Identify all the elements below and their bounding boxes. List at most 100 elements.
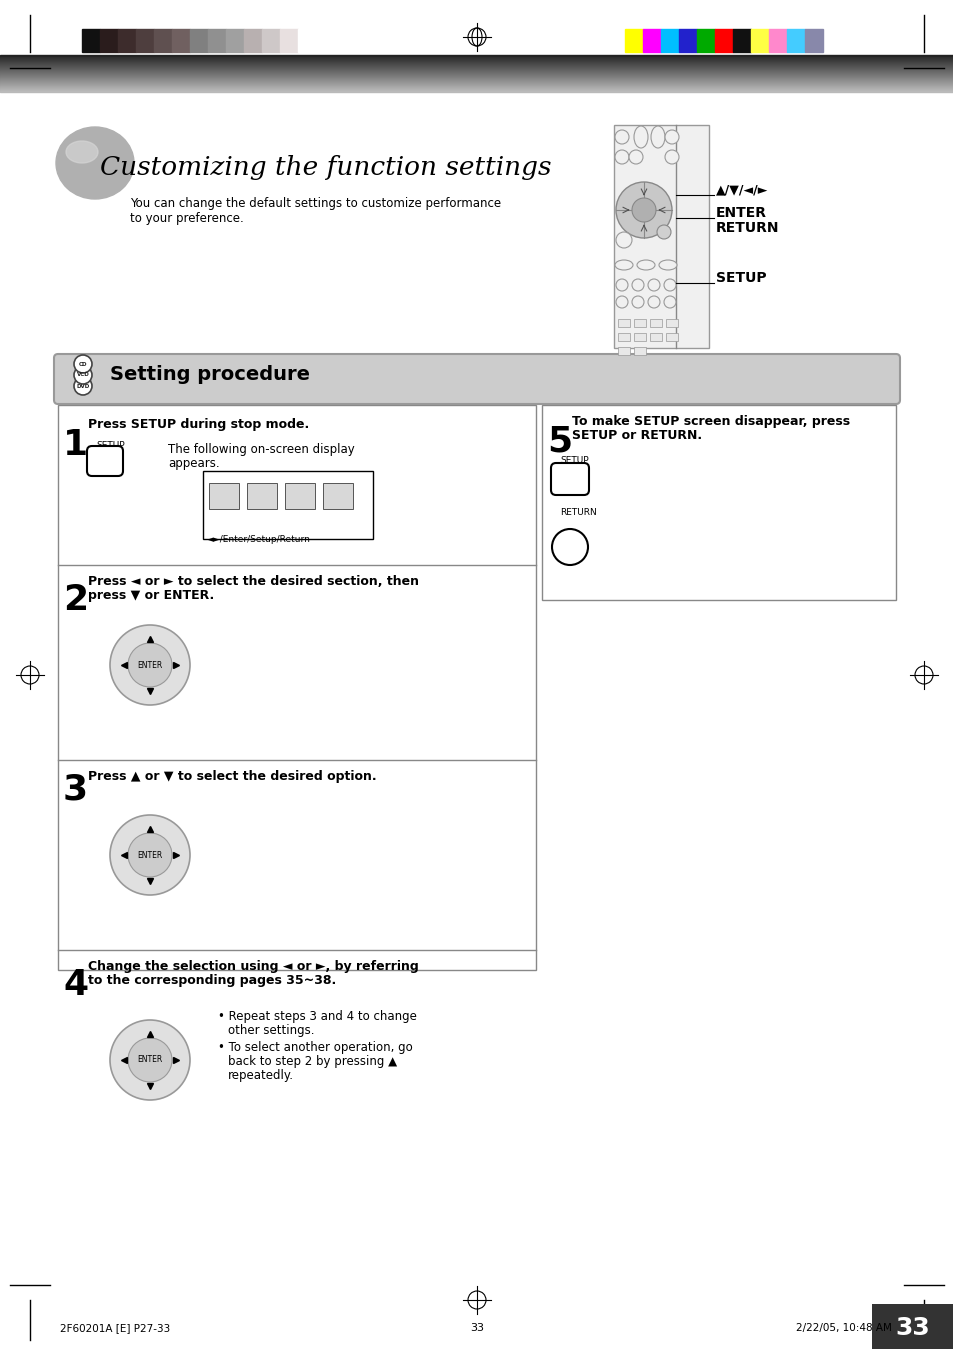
Circle shape [631,280,643,290]
Circle shape [74,377,91,394]
Circle shape [74,355,91,373]
Text: 33: 33 [470,1323,483,1333]
Bar [541,405,895,600]
Text: appears.: appears. [168,457,219,470]
Text: 5: 5 [546,426,572,459]
Bar [323,484,353,509]
FancyBboxPatch shape [54,354,899,404]
Text: SETUP: SETUP [559,457,588,465]
Bar [136,28,153,51]
Circle shape [128,643,172,688]
Text: ENTER: ENTER [137,851,162,859]
Bar [614,126,708,349]
Bar [285,484,314,509]
Text: 2F60201A [E] P27-33: 2F60201A [E] P27-33 [60,1323,170,1333]
Circle shape [74,366,91,384]
Ellipse shape [650,126,664,149]
Text: repeatedly.: repeatedly. [228,1069,294,1082]
Text: Customizing the function settings: Customizing the function settings [100,155,551,181]
Text: SETUP: SETUP [96,440,125,450]
Bar [208,28,226,51]
Bar [100,28,118,51]
Bar [634,347,645,355]
Circle shape [663,296,676,308]
Bar [768,28,786,51]
Bar [0,0,953,51]
Circle shape [615,150,628,163]
Circle shape [657,226,670,239]
FancyBboxPatch shape [87,446,123,476]
Bar [665,332,678,340]
Circle shape [110,626,190,705]
Text: to the corresponding pages 35~38.: to the corresponding pages 35~38. [88,974,335,988]
Ellipse shape [56,127,133,199]
Bar [262,28,280,51]
Bar [244,28,262,51]
Bar [804,28,822,51]
Text: press ▼ or ENTER.: press ▼ or ENTER. [88,589,214,603]
Text: 1: 1 [63,428,88,462]
FancyBboxPatch shape [551,463,588,494]
Ellipse shape [637,259,655,270]
Text: to your preference.: to your preference. [130,212,244,226]
Bar [247,484,276,509]
Text: ▲/▼/◄/►: ▲/▼/◄/► [716,184,767,196]
Circle shape [128,834,172,877]
Text: ◄►/Enter/Setup/Return: ◄►/Enter/Setup/Return [207,535,311,544]
Circle shape [664,150,679,163]
Text: Press ▲ or ▼ to select the desired option.: Press ▲ or ▼ to select the desired optio… [88,770,376,784]
Circle shape [552,530,587,565]
Circle shape [128,1038,172,1082]
Circle shape [616,182,671,238]
Circle shape [110,815,190,894]
Circle shape [110,1020,190,1100]
Text: RETURN: RETURN [559,508,597,517]
Bar [649,332,661,340]
Text: ENTER: ENTER [137,661,162,670]
Bar [118,28,136,51]
Text: 4: 4 [63,969,88,1002]
Bar [750,28,768,51]
Bar [714,28,732,51]
Circle shape [631,199,656,222]
Bar [82,28,100,51]
Ellipse shape [634,126,647,149]
Bar [618,332,629,340]
Text: The following on-screen display: The following on-screen display [168,443,355,457]
Bar [172,28,190,51]
Bar [0,55,953,57]
Text: 2: 2 [63,584,88,617]
Bar [634,332,645,340]
Ellipse shape [659,259,677,270]
Text: 3: 3 [63,773,88,807]
Bar [226,28,244,51]
Circle shape [616,232,631,249]
Circle shape [616,280,627,290]
Bar [732,28,750,51]
Bar [203,471,373,539]
Circle shape [631,296,643,308]
Bar [697,28,714,51]
Text: ENTER: ENTER [137,1055,162,1065]
Circle shape [664,130,679,145]
Ellipse shape [66,141,98,163]
Circle shape [628,150,642,163]
Bar [871,1304,953,1350]
Text: DVD: DVD [76,384,90,389]
Bar [679,28,697,51]
Bar [634,319,645,327]
Text: CD: CD [79,362,87,366]
Text: Press ◄ or ► to select the desired section, then: Press ◄ or ► to select the desired secti… [88,576,418,588]
Text: SETUP or RETURN.: SETUP or RETURN. [572,430,701,442]
Circle shape [647,280,659,290]
Bar [58,405,536,970]
Bar [153,28,172,51]
Bar [280,28,297,51]
Text: You can change the default settings to customize performance: You can change the default settings to c… [130,197,500,209]
Text: 33: 33 [895,1316,929,1340]
Bar [786,28,804,51]
Circle shape [616,296,627,308]
Circle shape [615,130,628,145]
Bar [618,347,629,355]
Bar [649,319,661,327]
